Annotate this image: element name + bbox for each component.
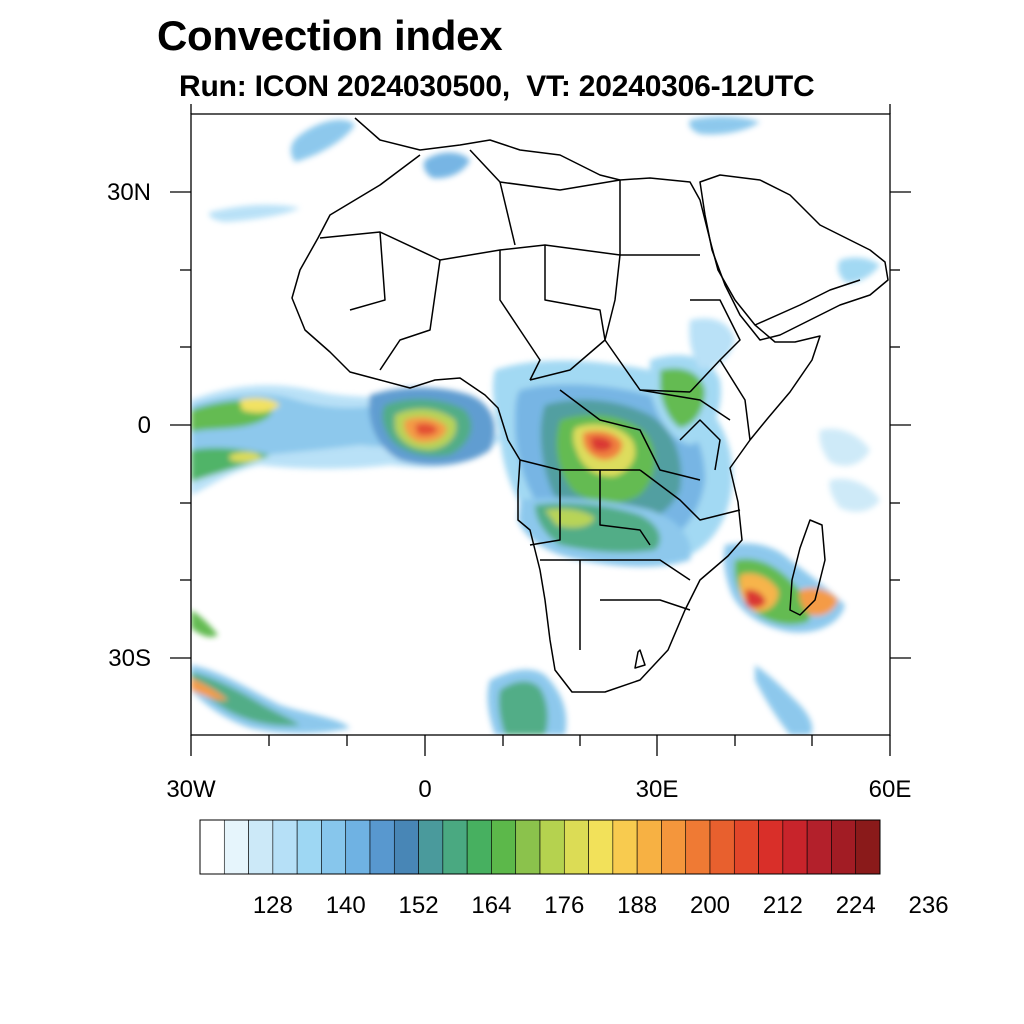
colorbar-swatch — [636, 819, 662, 875]
lon-label: 0 — [418, 776, 431, 803]
map-title: Convection index — [157, 12, 503, 59]
colorbar-swatch — [782, 819, 808, 875]
lon-label: 60E — [869, 776, 912, 803]
colorbar-label: 140 — [326, 892, 366, 919]
colorbar-swatch — [563, 819, 589, 875]
colorbar-label: 200 — [690, 892, 730, 919]
colorbar-swatch — [733, 819, 759, 875]
colorbar — [199, 819, 881, 875]
colorbar-swatch — [418, 819, 444, 875]
lon-label: 30E — [636, 776, 679, 803]
colorbar-swatch — [515, 819, 541, 875]
colorbar-frame — [199, 819, 881, 875]
colorbar-swatch — [272, 819, 298, 875]
colorbar-swatch — [685, 819, 711, 875]
lat-label: 0 — [138, 412, 151, 439]
colorbar-swatch — [806, 819, 832, 875]
colorbar-label: 236 — [909, 892, 949, 919]
colorbar-label: 152 — [399, 892, 439, 919]
colorbar-swatch — [758, 819, 784, 875]
colorbar-swatch — [855, 819, 881, 875]
colorbar-labels: 128 140 152 164 176 188 200 212 224 236 — [253, 892, 949, 919]
colorbar-swatch — [612, 819, 638, 875]
colorbar-swatch — [661, 819, 687, 875]
colorbar-swatch — [442, 819, 468, 875]
lat-label: 30N — [107, 179, 151, 206]
colorbar-swatch — [539, 819, 565, 875]
colorbar-swatch — [466, 819, 492, 875]
lon-label: 30W — [166, 776, 216, 803]
lat-label: 30S — [108, 645, 151, 672]
colorbar-swatch — [296, 819, 322, 875]
axis-ticks — [170, 104, 911, 756]
colorbar-label: 164 — [471, 892, 511, 919]
colorbar-label: 212 — [763, 892, 803, 919]
colorbar-swatch — [321, 819, 347, 875]
colorbar-label: 176 — [544, 892, 584, 919]
colorbar-label: 188 — [617, 892, 657, 919]
axis-labels: 30N 0 30S 30W 0 30E 60E — [107, 179, 911, 803]
colorbar-swatch — [223, 819, 249, 875]
colorbar-swatch — [345, 819, 371, 875]
colorbar-swatch — [369, 819, 395, 875]
coastlines — [291, 117, 889, 693]
convection-field — [191, 116, 880, 735]
map-subtitle: Run: ICON 2024030500, VT: 20240306-12UTC — [179, 70, 815, 103]
colorbar-label: 224 — [836, 892, 876, 919]
colorbar-swatch — [588, 819, 614, 875]
colorbar-swatch — [831, 819, 857, 875]
colorbar-swatch — [709, 819, 735, 875]
colorbar-swatch — [248, 819, 274, 875]
colorbar-label: 128 — [253, 892, 293, 919]
colorbar-swatch — [491, 819, 517, 875]
colorbar-swatch — [199, 819, 225, 875]
colorbar-swatch — [393, 819, 419, 875]
